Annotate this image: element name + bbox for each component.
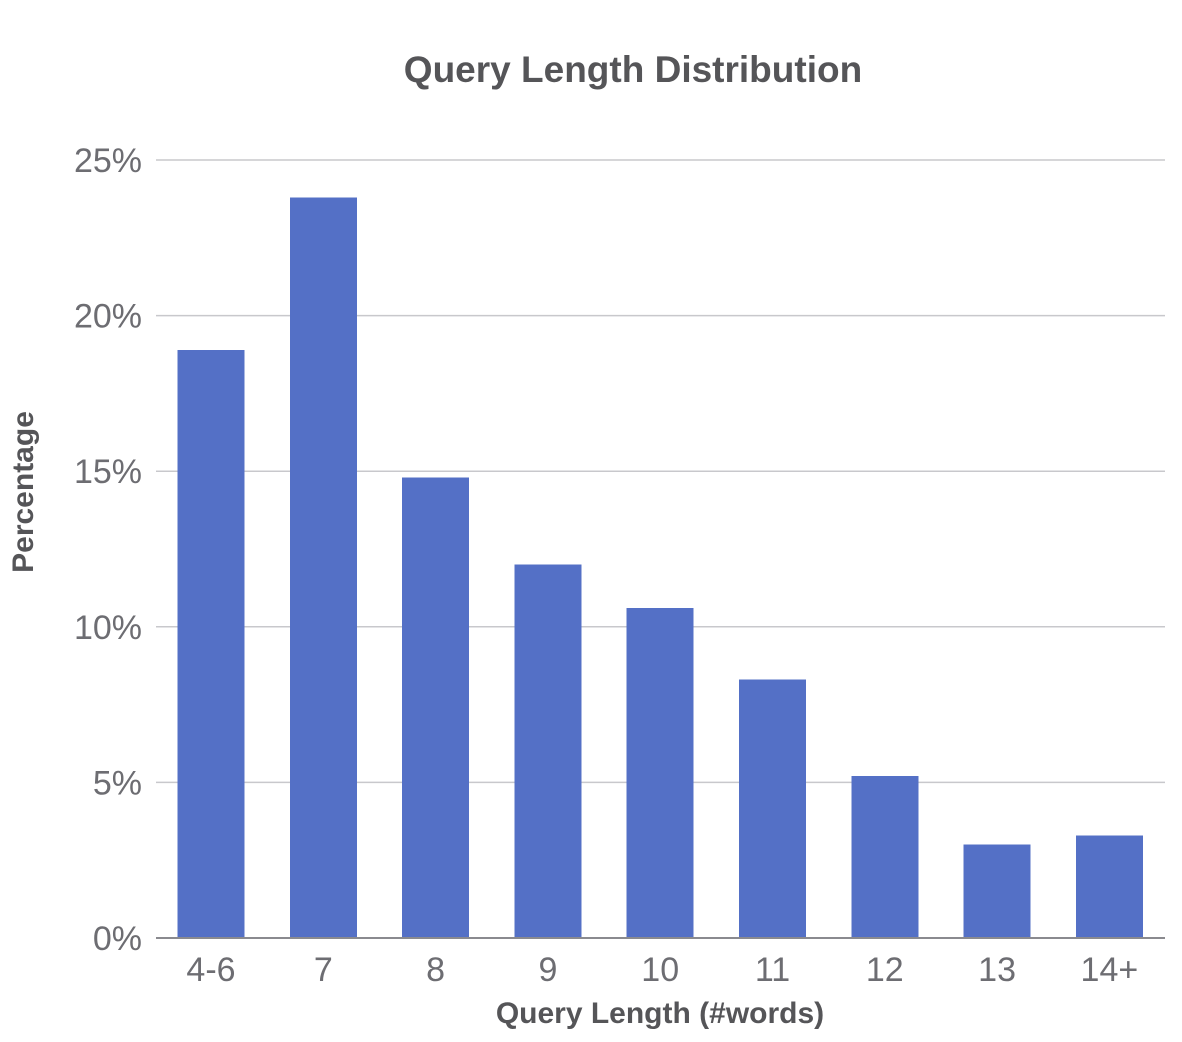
bar[interactable] xyxy=(851,776,919,938)
y-tick-label: 10% xyxy=(74,609,142,647)
y-tick-label: 20% xyxy=(74,298,142,336)
y-axis-title: Percentage xyxy=(7,411,40,573)
x-tick-label: 4-6 xyxy=(186,951,235,989)
bar[interactable] xyxy=(1075,835,1143,938)
bar[interactable] xyxy=(402,477,470,938)
x-tick-label: 11 xyxy=(755,951,790,989)
x-tick-label: 14+ xyxy=(1081,951,1139,989)
bar[interactable] xyxy=(739,679,806,938)
bar[interactable] xyxy=(514,564,582,938)
chart-title: Query Length Distribution xyxy=(404,49,862,90)
x-tick-label: 7 xyxy=(314,951,333,989)
bar[interactable] xyxy=(626,608,694,938)
x-axis-title: Query Length (#words) xyxy=(496,997,824,1030)
bars xyxy=(177,197,1143,938)
bar[interactable] xyxy=(289,197,357,938)
y-tick-label: 0% xyxy=(93,920,142,958)
x-tick-label: 9 xyxy=(538,951,557,989)
bar[interactable] xyxy=(177,349,245,938)
x-tick-label: 8 xyxy=(426,951,445,989)
bar[interactable] xyxy=(963,844,1031,938)
x-axis-ticks: 4-6 7 8 9 10 11 12 13 14+ xyxy=(186,951,1138,989)
y-axis-ticks: 0% 5% 10% 15% 20% 25% xyxy=(74,142,142,958)
x-tick-label: 13 xyxy=(978,951,1016,989)
y-tick-label: 25% xyxy=(74,142,142,180)
x-tick-label: 12 xyxy=(866,951,904,989)
x-tick-label: 10 xyxy=(641,951,679,989)
y-tick-label: 15% xyxy=(74,453,142,491)
y-tick-label: 5% xyxy=(93,764,142,802)
